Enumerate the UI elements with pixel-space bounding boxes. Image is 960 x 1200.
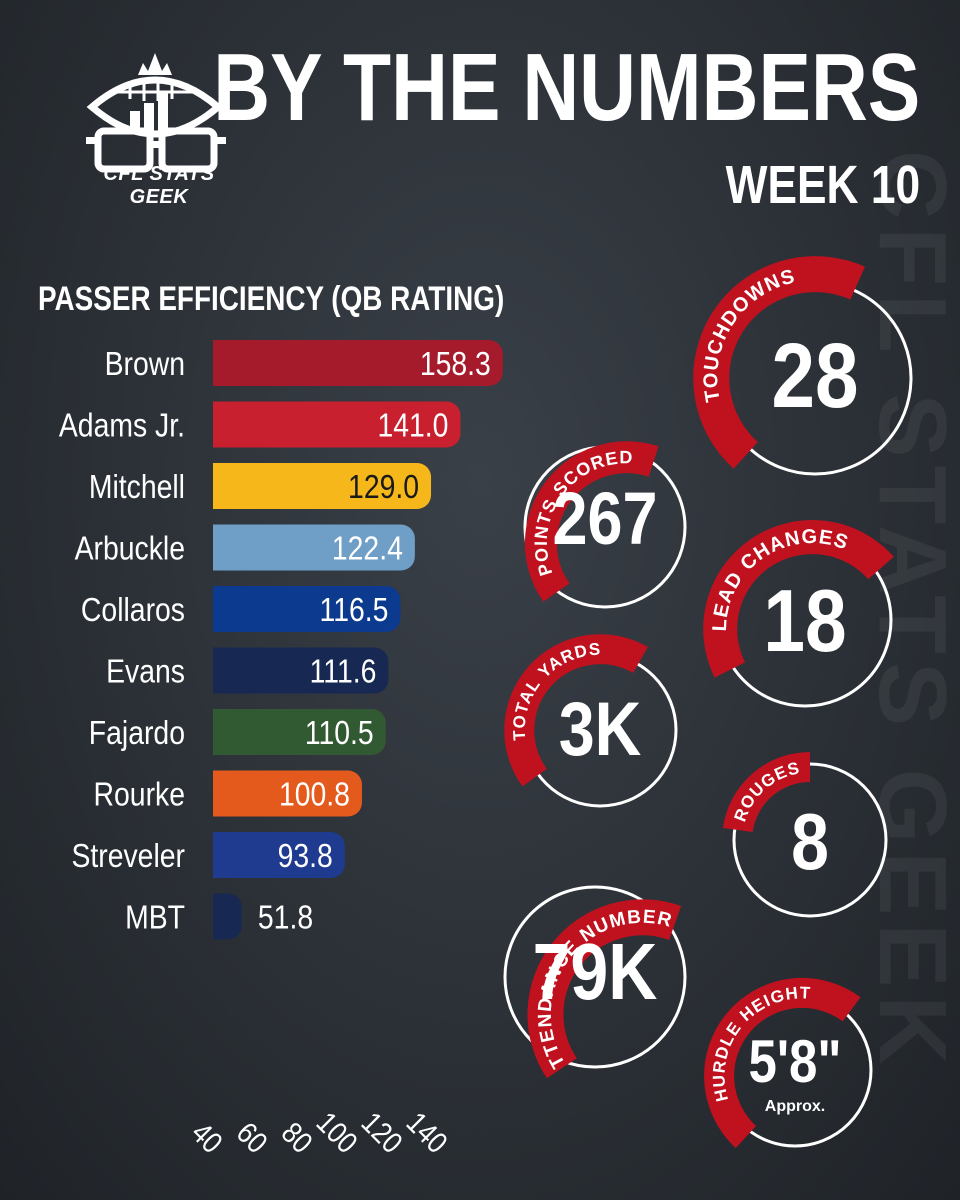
bar bbox=[213, 401, 461, 448]
stat-ring: LEAD CHANGES bbox=[703, 520, 894, 708]
bar-edge bbox=[213, 647, 229, 694]
stat-value: 5'8" bbox=[748, 1028, 842, 1095]
bar-category-label: Rourke bbox=[94, 775, 185, 813]
bar bbox=[213, 832, 345, 878]
bar-value-label: 111.6 bbox=[310, 652, 377, 690]
bar-value-label: 93.8 bbox=[278, 837, 333, 875]
x-tick-label: 100 bbox=[310, 1106, 364, 1160]
stat-ring: TOUCHDOWNS bbox=[693, 256, 913, 476]
bar bbox=[213, 770, 362, 817]
bar-edge bbox=[213, 770, 229, 817]
x-tick-label: 120 bbox=[355, 1106, 409, 1160]
x-tick-label: 40 bbox=[185, 1116, 229, 1160]
bar-edge bbox=[213, 709, 229, 755]
bar-value-label: 110.5 bbox=[305, 714, 374, 752]
bar-value-label: 116.5 bbox=[320, 591, 389, 629]
bar-edge bbox=[213, 340, 229, 386]
bar-edge bbox=[213, 586, 229, 632]
bar bbox=[213, 647, 389, 694]
bar-value-label: 158.3 bbox=[420, 345, 491, 383]
page-subtitle: WEEK 10 bbox=[725, 155, 920, 215]
bar-edge bbox=[213, 401, 229, 448]
bar-category-label: Arbuckle bbox=[75, 529, 185, 567]
bar-edge bbox=[213, 832, 229, 878]
stat-value: 28 bbox=[771, 325, 859, 427]
bar-edge bbox=[213, 524, 229, 571]
bar bbox=[213, 340, 503, 386]
chart-title: PASSER EFFICIENCY (QB RATING) bbox=[38, 280, 505, 318]
bar-category-label: Collaros bbox=[81, 591, 185, 629]
x-tick-label: 60 bbox=[230, 1116, 274, 1160]
page-title: BY THE NUMBERS bbox=[212, 34, 920, 141]
bar-category-label: Mitchell bbox=[89, 468, 185, 506]
bar-value-label: 129.0 bbox=[348, 468, 419, 506]
bar bbox=[213, 709, 386, 755]
bar-category-label: Evans bbox=[106, 652, 185, 690]
stat-ring: ROUGES bbox=[722, 752, 888, 918]
bar-category-label: Adams Jr. bbox=[59, 406, 185, 444]
bar-value-label: 100.8 bbox=[279, 775, 350, 813]
brand-logo-icon bbox=[86, 53, 226, 173]
stat-ring: HURDLE HEIGHT bbox=[704, 977, 873, 1149]
bar bbox=[213, 586, 401, 632]
bar bbox=[213, 524, 415, 571]
brand-name: CFL STATS GEEK bbox=[103, 163, 215, 208]
stat-hurdle-height: HURDLE HEIGHT 5'8" Approx. bbox=[704, 977, 885, 1160]
bar-edge bbox=[213, 893, 229, 940]
bar-category-label: MBT bbox=[125, 898, 185, 936]
stat-value: 3K bbox=[558, 687, 642, 772]
stat-attendance: ATTENDANCE NUMBERS 79K bbox=[483, 862, 700, 1082]
stat-lead-changes: LEAD CHANGES 18 bbox=[703, 520, 905, 720]
bar-category-label: Fajardo bbox=[89, 714, 185, 752]
stat-ring: TOTAL YARDS bbox=[504, 634, 678, 808]
stat-touchdowns: TOUCHDOWNS 28 bbox=[693, 256, 925, 488]
stat-value: 18 bbox=[763, 571, 847, 670]
stat-note: Approx. bbox=[764, 1098, 826, 1115]
bar-value-label: 51.8 bbox=[258, 898, 313, 936]
x-tick-label: 80 bbox=[275, 1116, 319, 1160]
bar bbox=[213, 463, 432, 509]
stat-value: 8 bbox=[791, 797, 829, 886]
stat-value: 267 bbox=[552, 477, 658, 560]
bar-category-label: Streveler bbox=[71, 837, 185, 875]
bar-value-label: 122.4 bbox=[332, 529, 403, 567]
stat-points-scored: POINTS SCORED 267 bbox=[510, 432, 700, 622]
stat-value: 79K bbox=[532, 927, 658, 1016]
bar-value-label: 141.0 bbox=[377, 406, 448, 444]
stat-ring: ATTENDANCE NUMBERS bbox=[483, 862, 687, 1079]
x-tick-label: 140 bbox=[400, 1106, 454, 1160]
bar-category-label: Brown bbox=[105, 345, 185, 383]
stat-rouges: ROUGES 8 bbox=[720, 750, 900, 930]
stat-total-yards: TOTAL YARDS 3K bbox=[504, 634, 690, 820]
bar-edge bbox=[213, 463, 229, 509]
stat-ring: POINTS SCORED bbox=[523, 441, 687, 609]
